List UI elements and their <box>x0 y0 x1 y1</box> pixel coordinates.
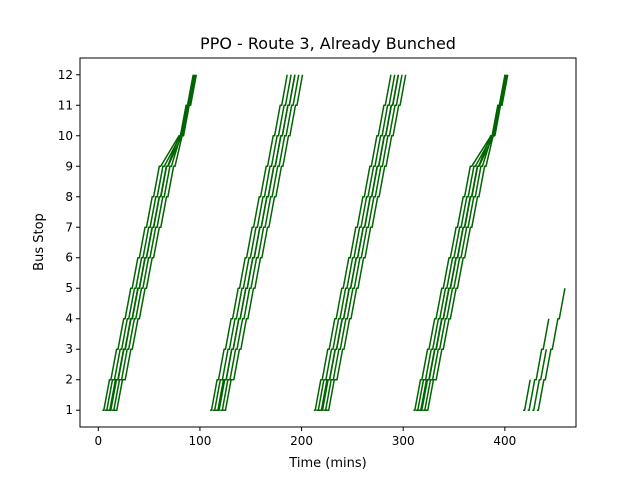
bus-trajectory-2-4 <box>217 74 296 411</box>
x-tick-label: 100 <box>188 434 211 448</box>
chart-title: PPO - Route 3, Already Bunched <box>200 34 456 53</box>
bus-trajectory-3-5 <box>323 74 403 411</box>
bus-trajectory-3-1 <box>313 74 392 411</box>
x-tick-label: 0 <box>94 434 102 448</box>
x-axis-label: Time (mins) <box>288 456 366 471</box>
y-tick-label: 8 <box>65 190 73 204</box>
bus-trajectory-2-2 <box>212 74 292 411</box>
bus-trajectory-4-6 <box>425 74 509 411</box>
y-axis-label: Bus Stop <box>32 213 47 271</box>
y-tick-label: 12 <box>58 68 73 82</box>
bus-trajectory-1-5 <box>111 74 196 411</box>
bus-trajectory-3-6 <box>326 74 407 411</box>
bus-trajectory-2-1 <box>210 74 288 411</box>
bus-trajectory-2-5 <box>220 74 300 411</box>
y-tick-label: 4 <box>65 312 73 326</box>
plot-frame <box>79 57 577 428</box>
bus-trajectory-5-3 <box>532 349 548 411</box>
y-tick-label: 11 <box>58 98 73 112</box>
y-tick-label: 10 <box>58 129 73 143</box>
x-axis-ticks: 0 100 200 300 400 <box>94 427 516 448</box>
bus-trajectory-1-4 <box>109 74 195 411</box>
y-tick-label: 1 <box>65 403 73 417</box>
y-tick-label: 3 <box>65 342 73 356</box>
bus-trajectory-5-4 <box>536 288 566 411</box>
bus-trajectory-1-6 <box>114 74 198 411</box>
y-tick-label: 6 <box>65 251 73 265</box>
bus-trajectory-5-1 <box>523 379 531 411</box>
y-tick-label: 9 <box>65 159 73 173</box>
x-tick-label: 200 <box>290 434 313 448</box>
x-tick-label: 400 <box>493 434 516 448</box>
bus-trajectory-5-2 <box>527 318 550 411</box>
x-tick-label: 300 <box>392 434 415 448</box>
y-tick-label: 2 <box>65 373 73 387</box>
trajectory-lines <box>102 74 566 411</box>
y-tick-label: 7 <box>65 220 73 234</box>
bus-trajectory-2-6 <box>222 74 304 411</box>
y-tick-label: 5 <box>65 281 73 295</box>
bus-trajectory-3-4 <box>321 74 399 411</box>
bus-trajectory-3-2 <box>316 74 396 411</box>
